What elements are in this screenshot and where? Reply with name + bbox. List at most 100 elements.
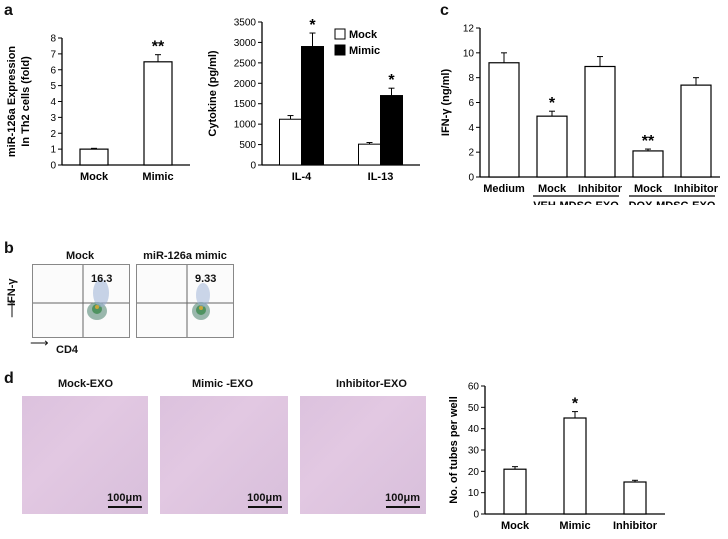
scale-bar-mock bbox=[108, 506, 142, 508]
panel-letter-d: d bbox=[4, 370, 14, 387]
y-tick-label: 50 bbox=[468, 403, 480, 414]
bar-mock-il-13 bbox=[358, 143, 381, 166]
y-tick-label: 0 bbox=[468, 173, 474, 184]
chart-a2-cytokine: 0 500 1000 1500 2000 2500 3000 3500 Cytokine (pg… bbox=[207, 17, 420, 183]
x-category-label: Mimic bbox=[142, 171, 173, 183]
bar-inhibitor bbox=[680, 84, 712, 178]
y-axis-label-line1: miR-126a Expression bbox=[6, 46, 18, 158]
y-tick-label: 0 bbox=[50, 161, 56, 172]
significance-mark: * bbox=[572, 396, 579, 413]
x-category-label: Mock bbox=[634, 183, 663, 195]
flow-x-axis-label: CD4 bbox=[56, 344, 79, 356]
bar-mimic bbox=[563, 417, 587, 515]
x-category-label: Mock bbox=[538, 183, 567, 195]
y-tick-label: 3 bbox=[50, 113, 56, 124]
x-category-label: Inhibitor bbox=[578, 183, 623, 195]
panel-letter-c: c bbox=[440, 2, 449, 19]
scale-label-mimic: 100μm bbox=[247, 492, 282, 504]
legend-swatch-mock bbox=[334, 28, 346, 40]
y-tick-label: 2 bbox=[50, 129, 56, 140]
bar-mimic bbox=[143, 61, 173, 166]
legend-label-mock: Mock bbox=[349, 29, 378, 41]
y-tick-label: 1000 bbox=[234, 120, 257, 131]
bar-mock bbox=[79, 148, 109, 166]
x-category-label: Mimic bbox=[559, 520, 590, 532]
y-axis-label: IFN-γ (ng/ml) bbox=[440, 69, 452, 137]
y-tick-label: 40 bbox=[468, 424, 480, 435]
flow-y-axis-label: IFN-γ bbox=[6, 278, 18, 307]
y-tick-label: 1 bbox=[50, 145, 56, 156]
scale-bar-inhibitor bbox=[386, 506, 420, 508]
x-category-label: IL-4 bbox=[292, 171, 312, 183]
flow-value-mock: 16.3 bbox=[91, 273, 113, 285]
x-category-label: IL-13 bbox=[368, 171, 394, 183]
group-label: DOX-MDSC-EXO bbox=[629, 200, 716, 205]
y-tick-label: 7 bbox=[50, 49, 56, 60]
scale-label-inhibitor: 100μm bbox=[385, 492, 420, 504]
bar-mock-il-4 bbox=[279, 118, 302, 166]
y-tick-label: 0 bbox=[250, 161, 256, 172]
x-category-label: Inhibitor bbox=[674, 183, 719, 195]
y-tick-label: 2500 bbox=[234, 58, 257, 69]
significance-mark: ** bbox=[152, 39, 165, 56]
chart-c-ifn-gamma: 0 2 4 6 8 10 12 IFN-γ (ng/ml) Medium * Mock Inhibit… bbox=[440, 24, 720, 205]
y-axis-label: No. of tubes per well bbox=[448, 396, 460, 504]
micro-title-mock: Mock-EXO bbox=[58, 378, 114, 390]
y-axis-label: Cytokine (pg/ml) bbox=[207, 50, 219, 137]
x-category-label: Mock bbox=[80, 171, 109, 183]
y-tick-label: 10 bbox=[463, 48, 475, 59]
y-tick-label: 3000 bbox=[234, 38, 257, 49]
y-tick-label: 10 bbox=[468, 488, 480, 499]
y-tick-label: 60 bbox=[468, 382, 480, 393]
bar-mimic-il-13 bbox=[380, 95, 403, 166]
flow-title-mock: Mock bbox=[65, 250, 95, 262]
flow-title-mimic: miR-126a mimic bbox=[143, 250, 227, 262]
bar-inhibitor bbox=[584, 65, 616, 178]
flow-plot-mock-quadrants bbox=[33, 265, 129, 337]
flow-value-mimic: 9.33 bbox=[195, 273, 217, 285]
y-tick-label: 8 bbox=[50, 34, 56, 45]
bar-mock bbox=[536, 115, 568, 178]
x-category-label: Inhibitor bbox=[613, 520, 658, 532]
y-tick-label: 20 bbox=[468, 467, 480, 478]
y-tick-label: 5 bbox=[50, 81, 56, 92]
flow-plot-mimic: 9.33 bbox=[136, 264, 234, 338]
micrograph-mimic: 100μm bbox=[160, 396, 288, 514]
micro-title-inhibitor: Inhibitor-EXO bbox=[336, 378, 407, 390]
micro-title-mimic: Mimic -EXO bbox=[192, 378, 254, 390]
y-tick-label: 2 bbox=[468, 148, 474, 159]
y-tick-label: 4 bbox=[50, 97, 56, 108]
y-tick-label: 6 bbox=[468, 98, 474, 109]
y-tick-label: 4 bbox=[468, 123, 474, 134]
significance-mark: * bbox=[549, 95, 556, 112]
flow-plot-mock: 16.3 bbox=[32, 264, 130, 338]
x-category-label: Medium bbox=[483, 183, 525, 195]
bar-mock bbox=[503, 468, 527, 515]
bar-mimic-il-4 bbox=[301, 46, 324, 166]
bar-medium bbox=[488, 62, 520, 178]
y-tick-label: 1500 bbox=[234, 99, 257, 110]
chart-a1-mirna-expression: 0 1 2 3 4 5 6 7 8 miR-126a Expression In Th2 cells… bbox=[6, 34, 190, 183]
legend-label-mimic: Mimic bbox=[349, 45, 380, 57]
panel-letter-a: a bbox=[4, 2, 13, 19]
micrograph-mock: 100μm bbox=[22, 396, 148, 514]
significance-mark: * bbox=[309, 17, 316, 34]
bar-mock bbox=[632, 150, 664, 178]
panel-letter-b: b bbox=[4, 240, 14, 257]
legend-swatch-mimic bbox=[334, 44, 346, 56]
flow-x-arrow-icon: ⟶ bbox=[30, 335, 49, 350]
y-tick-label: 30 bbox=[468, 446, 480, 457]
y-tick-label: 3500 bbox=[234, 18, 257, 29]
bar-inhibitor bbox=[623, 481, 647, 515]
y-tick-label: 12 bbox=[463, 24, 475, 35]
significance-mark: ** bbox=[642, 133, 655, 150]
y-tick-label: 2000 bbox=[234, 79, 257, 90]
y-tick-label: 8 bbox=[468, 73, 474, 84]
scale-label-mock: 100μm bbox=[107, 492, 142, 504]
x-category-label: Mock bbox=[501, 520, 530, 532]
y-axis-label-line2: In Th2 cells (fold) bbox=[20, 56, 32, 147]
group-label: VEH-MDSC-EXO bbox=[533, 200, 619, 205]
y-tick-label: 500 bbox=[239, 140, 256, 151]
scale-bar-mimic bbox=[248, 506, 282, 508]
significance-mark: * bbox=[388, 72, 395, 89]
